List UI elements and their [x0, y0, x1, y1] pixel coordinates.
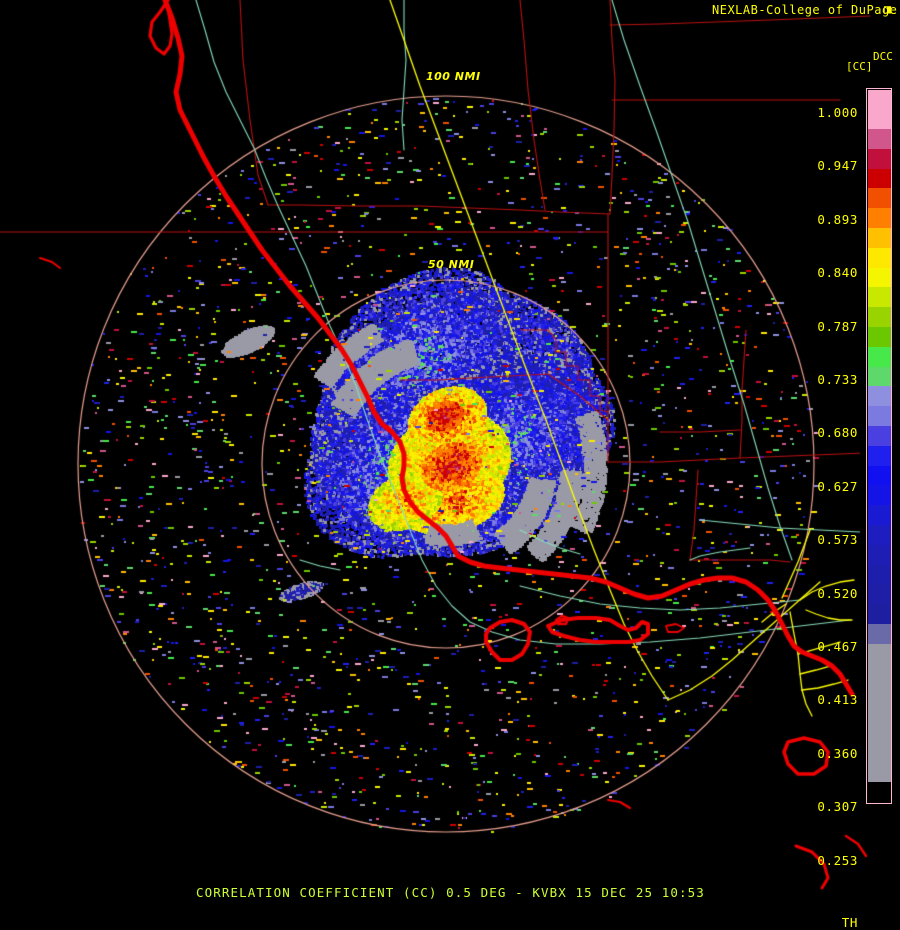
colorbar-segment [867, 307, 891, 328]
colorbar-tick-0p733: 0.733 [817, 372, 858, 387]
branding-label: NEXLAB-College of DuPage [712, 3, 898, 17]
colorbar-segment [867, 129, 891, 149]
colorbar-tick-0p307: 0.307 [817, 799, 858, 815]
colorbar-segment [867, 564, 891, 585]
colorbar-tick-labels: 1.000 0.947 0.893 0.840 0.787 0.733 0.680 0.627… [760, 0, 858, 930]
colorbar-segment [867, 584, 891, 605]
range-ring-label-50nmi: 50 NMI [428, 258, 475, 271]
colorbar-segment [867, 148, 891, 169]
colorbar-unit-label: [CC] [846, 60, 873, 73]
radar-image-canvas[interactable] [0, 0, 900, 900]
colorbar-segment [867, 386, 891, 407]
colorbar-segment [867, 624, 891, 644]
colorbar-product-code: DCC [873, 50, 893, 63]
colorbar-segment [867, 247, 891, 268]
colorbar-segment [867, 188, 891, 209]
colorbar-tick-0p253: 0.253 [817, 852, 858, 868]
colorbar-tick-0p787: 0.787 [817, 318, 858, 334]
colorbar-tick-0p520: 0.520 [817, 585, 858, 601]
colorbar-tick-0p413: 0.413 [817, 692, 858, 708]
colorbar-segment [867, 465, 891, 486]
colorbar-segment [867, 604, 891, 625]
colorbar-segment [867, 327, 891, 347]
colorbar-segment [867, 723, 891, 743]
colorbar-tick-0p627: 0.627 [817, 478, 858, 494]
color-scale-bar[interactable] [866, 88, 892, 804]
colorbar-threshold-label: TH [841, 915, 858, 930]
colorbar-segment [867, 208, 891, 229]
colorbar-segment [867, 643, 891, 664]
colorbar-segment [867, 366, 891, 387]
colorbar-tick-0p840: 0.840 [817, 265, 858, 281]
colorbar-segment [867, 544, 891, 565]
colorbar-segments [867, 89, 891, 803]
colorbar-tick-0p467: 0.467 [817, 639, 858, 654]
colorbar-tick-0p360: 0.360 [817, 745, 858, 761]
colorbar-segment [867, 703, 891, 723]
colorbar-segment [867, 109, 891, 130]
dupage-logo-icon: ◨ [884, 2, 892, 16]
colorbar-segment [867, 762, 891, 783]
colorbar-segment [867, 782, 891, 803]
colorbar-segment [867, 683, 891, 704]
colorbar-segment [867, 445, 891, 466]
colorbar-segment [867, 168, 891, 189]
colorbar-tick-1p000: 1.000 [817, 105, 858, 120]
colorbar-segment [867, 525, 891, 545]
colorbar-segment [867, 228, 891, 248]
colorbar-segment [867, 663, 891, 684]
colorbar-segment [867, 742, 891, 763]
colorbar-segment [867, 267, 891, 288]
colorbar-segment [867, 287, 891, 308]
colorbar-segment [867, 346, 891, 367]
range-ring-label-100nmi: 100 NMI [426, 70, 481, 83]
colorbar-tick-0p893: 0.893 [817, 211, 858, 227]
product-caption: CORRELATION COEFFICIENT (CC) 0.5 DEG - K… [196, 885, 705, 900]
colorbar-segment [867, 505, 891, 526]
colorbar-segment [867, 426, 891, 446]
colorbar-tick-0p947: 0.947 [817, 158, 858, 174]
colorbar-segment [867, 406, 891, 427]
colorbar-segment [867, 485, 891, 506]
colorbar-segment [867, 89, 891, 110]
colorbar-tick-0p680: 0.680 [817, 425, 858, 441]
colorbar-tick-0p573: 0.573 [817, 532, 858, 548]
